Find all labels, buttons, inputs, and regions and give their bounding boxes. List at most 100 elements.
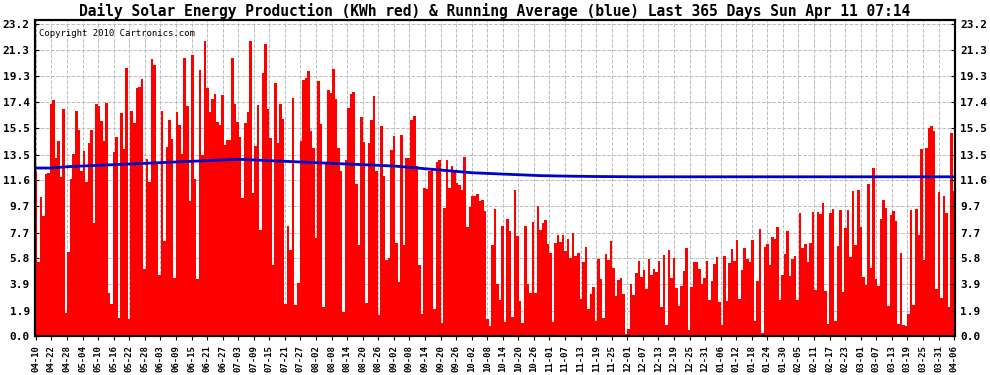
Bar (289, 250, 292, 336)
Bar (512, 317, 514, 336)
Bar (121, 113, 123, 336)
Bar (82, 151, 85, 336)
Bar (67, 252, 70, 336)
Bar (625, 334, 628, 336)
Bar (938, 192, 940, 336)
Bar (222, 94, 224, 336)
Bar (322, 307, 325, 336)
Bar (45, 174, 48, 336)
Bar (804, 244, 807, 336)
Bar (70, 178, 72, 336)
Bar (685, 248, 688, 336)
Bar (468, 207, 471, 336)
Bar (678, 306, 680, 336)
Text: Copyright 2010 Cartronics.com: Copyright 2010 Cartronics.com (40, 29, 195, 38)
Bar (758, 229, 761, 336)
Bar (734, 261, 736, 336)
Bar (592, 287, 595, 336)
Bar (446, 160, 448, 336)
Bar (244, 123, 247, 336)
Bar (335, 99, 338, 336)
Bar (877, 286, 880, 336)
Bar (867, 184, 869, 336)
Bar (360, 117, 362, 336)
Bar (50, 104, 52, 336)
Bar (194, 179, 196, 336)
Bar (852, 191, 854, 336)
Bar (786, 231, 789, 336)
Bar (736, 240, 739, 336)
Bar (52, 100, 54, 336)
Bar (77, 130, 80, 336)
Bar (869, 268, 872, 336)
Bar (830, 213, 832, 336)
Bar (176, 112, 178, 336)
Bar (945, 213, 947, 336)
Bar (100, 121, 103, 336)
Bar (463, 158, 466, 336)
Bar (809, 243, 812, 336)
Bar (155, 162, 158, 336)
Bar (544, 220, 546, 336)
Bar (297, 284, 300, 336)
Bar (199, 70, 201, 336)
Bar (890, 215, 892, 336)
Bar (872, 168, 874, 336)
Bar (196, 279, 199, 336)
Bar (481, 200, 484, 336)
Bar (421, 314, 423, 336)
Bar (224, 145, 227, 336)
Bar (819, 214, 822, 336)
Bar (325, 163, 328, 336)
Bar (40, 196, 43, 336)
Bar (936, 289, 938, 336)
Bar (365, 303, 367, 336)
Bar (832, 209, 835, 336)
Bar (123, 149, 126, 336)
Bar (612, 268, 615, 336)
Bar (362, 142, 365, 336)
Bar (201, 155, 204, 336)
Bar (393, 136, 395, 336)
Bar (675, 288, 678, 336)
Bar (781, 275, 784, 336)
Bar (418, 265, 421, 336)
Bar (779, 300, 781, 336)
Bar (408, 158, 411, 336)
Bar (413, 116, 416, 336)
Bar (428, 171, 431, 336)
Bar (641, 276, 643, 336)
Bar (307, 71, 310, 336)
Bar (524, 226, 527, 336)
Bar (794, 256, 796, 336)
Bar (814, 290, 817, 336)
Bar (254, 146, 256, 336)
Bar (378, 315, 380, 336)
Bar (183, 58, 186, 336)
Bar (400, 135, 403, 336)
Bar (277, 143, 279, 336)
Bar (431, 168, 434, 336)
Bar (940, 298, 942, 336)
Bar (227, 140, 229, 336)
Bar (706, 261, 708, 336)
Bar (822, 203, 825, 336)
Bar (743, 249, 746, 336)
Bar (347, 108, 349, 336)
Bar (448, 188, 450, 336)
Bar (279, 104, 282, 336)
Bar (708, 300, 711, 336)
Bar (746, 260, 748, 336)
Bar (385, 260, 388, 336)
Bar (403, 244, 406, 336)
Bar (910, 210, 913, 336)
Bar (584, 247, 587, 336)
Bar (144, 269, 146, 336)
Bar (292, 99, 294, 336)
Bar (534, 293, 537, 336)
Bar (476, 194, 478, 336)
Bar (216, 122, 219, 336)
Bar (882, 200, 885, 336)
Bar (638, 261, 641, 336)
Bar (837, 246, 840, 336)
